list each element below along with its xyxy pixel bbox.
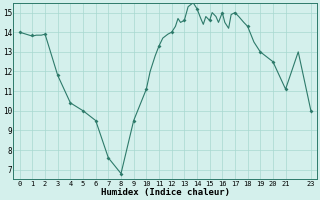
X-axis label: Humidex (Indice chaleur): Humidex (Indice chaleur) [101,188,230,197]
